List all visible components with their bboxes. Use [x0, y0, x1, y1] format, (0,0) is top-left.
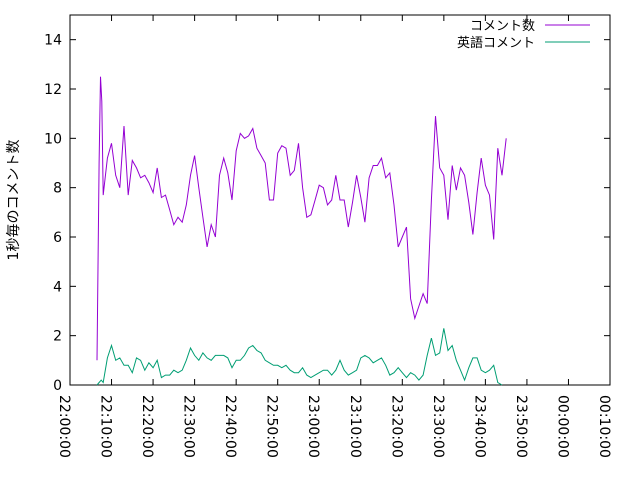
y-tick-label: 4	[53, 279, 62, 295]
y-axis-label: 1秒毎のコメント数	[6, 140, 22, 261]
x-tick-label: 23:30:00	[430, 395, 446, 458]
x-tick-label: 22:30:00	[181, 395, 197, 458]
y-tick-label: 14	[44, 33, 62, 49]
y-tick-label: 10	[44, 131, 62, 147]
x-tick-label: 23:20:00	[388, 395, 404, 458]
x-tick-label: 23:00:00	[305, 395, 321, 458]
x-tick-label: 22:00:00	[56, 395, 72, 458]
y-tick-label: 2	[53, 329, 62, 345]
x-tick-label: 23:40:00	[471, 395, 487, 458]
x-tick-label: 22:20:00	[139, 395, 155, 458]
axes: 0 2 4 6 8 10 12 14 22:00:00 22:10:00 22:20:00 22:30…	[44, 14, 612, 458]
series-line-1	[96, 328, 503, 386]
x-tick-label: 00:10:00	[596, 395, 612, 458]
x-tick-label: 22:10:00	[98, 395, 114, 458]
x-tick-label: 23:10:00	[347, 395, 363, 458]
x-tick-label: 00:00:00	[554, 395, 570, 458]
legend-label: 英語コメント	[457, 35, 535, 51]
y-tick-label: 12	[44, 82, 62, 98]
x-tick-label: 22:40:00	[222, 395, 238, 458]
x-tick-label: 23:50:00	[513, 395, 529, 458]
legend-label: コメント数	[470, 19, 535, 34]
y-tick-label: 0	[53, 378, 62, 394]
y-tick-label: 6	[53, 230, 62, 246]
x-tick-label: 22:50:00	[264, 395, 280, 458]
y-tick-label: 8	[53, 181, 62, 197]
series-line-0	[96, 76, 507, 361]
plot-frame	[69, 14, 611, 386]
series-lines	[96, 76, 507, 386]
